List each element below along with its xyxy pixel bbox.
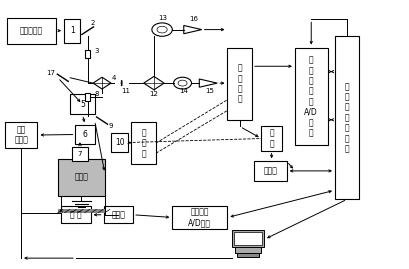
Text: 1: 1 — [70, 26, 74, 35]
Text: 功 放: 功 放 — [70, 210, 81, 219]
Text: 数
据
与
控
制
接
口: 数 据 与 控 制 接 口 — [344, 82, 348, 153]
Text: 稳频激光器: 稳频激光器 — [20, 26, 43, 35]
Bar — [85, 50, 90, 58]
FancyBboxPatch shape — [234, 232, 261, 245]
FancyBboxPatch shape — [103, 206, 133, 223]
Text: 模
拟
开
关: 模 拟 开 关 — [237, 63, 241, 104]
FancyBboxPatch shape — [64, 19, 80, 43]
Text: 11: 11 — [121, 88, 130, 94]
Text: 7: 7 — [78, 151, 82, 157]
FancyBboxPatch shape — [58, 159, 105, 196]
FancyBboxPatch shape — [261, 126, 281, 151]
Text: 3: 3 — [94, 48, 99, 54]
FancyBboxPatch shape — [58, 210, 105, 213]
Text: 信号源: 信号源 — [111, 210, 125, 219]
FancyBboxPatch shape — [61, 206, 90, 223]
Text: 17: 17 — [46, 70, 55, 76]
FancyBboxPatch shape — [72, 147, 88, 161]
Text: 14: 14 — [179, 88, 188, 94]
Text: 振动台: 振动台 — [74, 173, 88, 182]
FancyBboxPatch shape — [334, 36, 359, 199]
Text: 8: 8 — [94, 91, 99, 97]
Text: 10: 10 — [115, 138, 124, 147]
FancyBboxPatch shape — [254, 161, 286, 180]
FancyBboxPatch shape — [5, 122, 37, 148]
FancyBboxPatch shape — [237, 253, 258, 257]
FancyBboxPatch shape — [131, 122, 155, 164]
Text: 12: 12 — [148, 91, 157, 97]
FancyBboxPatch shape — [70, 94, 94, 114]
Text: 6: 6 — [83, 130, 88, 139]
FancyBboxPatch shape — [111, 133, 128, 152]
Text: 采样保持
A/D转换: 采样保持 A/D转换 — [188, 208, 211, 227]
Text: 2: 2 — [91, 20, 95, 26]
FancyBboxPatch shape — [7, 18, 56, 44]
Text: 整
形: 整 形 — [269, 129, 273, 148]
FancyBboxPatch shape — [294, 48, 327, 145]
FancyBboxPatch shape — [75, 125, 95, 144]
Text: 电荷
放大器: 电荷 放大器 — [14, 125, 28, 145]
Text: 计数器: 计数器 — [263, 167, 276, 175]
Bar — [85, 93, 90, 101]
Text: 5: 5 — [80, 100, 85, 109]
FancyBboxPatch shape — [172, 206, 227, 229]
Text: 15: 15 — [204, 88, 213, 94]
Text: 示
波
器: 示 波 器 — [141, 128, 146, 158]
Text: 16: 16 — [189, 16, 198, 22]
Text: 采
样
保
持
与
A/D
转
换: 采 样 保 持 与 A/D 转 换 — [303, 55, 317, 137]
FancyBboxPatch shape — [231, 230, 264, 247]
Text: 4: 4 — [112, 75, 116, 82]
Text: 13: 13 — [157, 15, 166, 21]
FancyBboxPatch shape — [234, 247, 261, 253]
FancyBboxPatch shape — [227, 48, 252, 120]
Text: 9: 9 — [108, 123, 113, 129]
